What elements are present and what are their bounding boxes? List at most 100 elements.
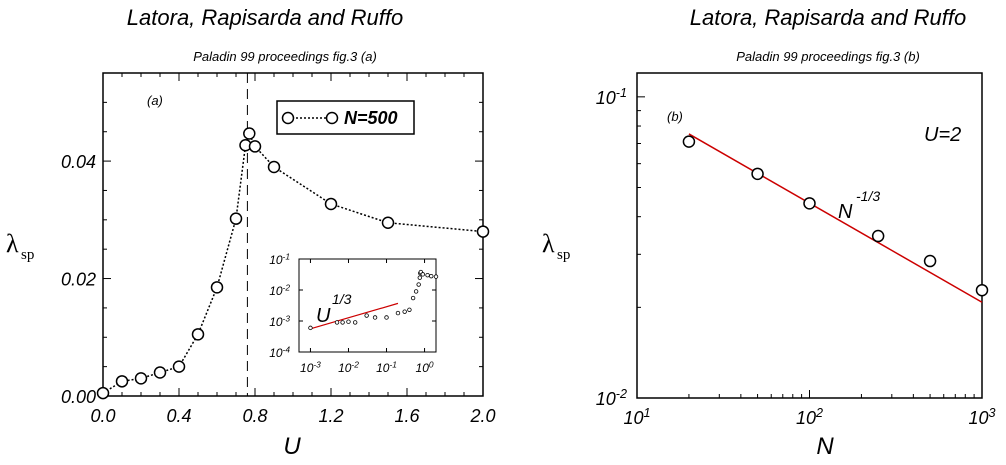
inset-x-tick-labels: 10-3 10-2 10-1 100 [300,359,434,375]
data-point [229,212,243,225]
data-point [324,197,338,211]
chart-b-frame [636,72,983,399]
data-point [134,372,148,385]
b-y-tick-label-exp: -2 [616,387,627,401]
inset-y-tick-label-exp: -2 [283,282,291,292]
inset-y-tick-labels: 10-110-210-310-4 [269,251,290,360]
data-point [871,229,885,243]
x-tick-label: 1.2 [318,406,343,426]
chart-b-xlabel: N [816,433,834,460]
right-subtitle: Paladin 99 proceedings fig.3 (b) [736,49,920,64]
inset-fit-line [310,302,399,330]
inset-ticks [299,258,436,353]
left-title: Latora, Rapisarda and Ruffo [127,5,403,30]
b-x-tick-label: 101 [623,406,650,428]
inset-x-tick-label-base: 10 [338,361,352,375]
inset-point [407,307,412,312]
b-x-tick-label-base: 10 [968,408,988,428]
inset-y-tick-label-base: 10 [269,346,283,360]
chart-a-y-tick-labels: 0.00 0.02 0.04 [61,152,96,407]
legend-marker-left [281,111,295,125]
inset-x-tick-label-exp: -1 [389,359,396,369]
x-tick-label: 0.0 [90,406,115,426]
inset-y-tick-label-base: 10 [269,315,283,329]
inset-y-tick-label-exp: -3 [283,313,291,323]
inset-point [413,289,419,294]
inset-point [346,319,351,324]
data-point [115,375,129,388]
chart-b-points [682,135,989,297]
x-tick-label: 0.8 [242,406,267,426]
inset-point [410,295,416,301]
inset-point [334,320,340,325]
data-point [682,135,696,148]
y-tick-label: 0.04 [61,152,96,172]
inset-point [416,282,421,287]
chart-a-ylabel-sub: sp [21,247,34,263]
chart-b-annotation: U=2 [924,124,961,146]
b-x-tick-label: 103 [968,406,995,428]
inset-y-tick-label-exp: -1 [283,251,290,261]
inset-point [402,309,407,314]
b-y-tick-label-base: 10 [596,88,616,108]
x-tick-label: 2.0 [469,406,495,426]
inset-y-tick-label: 10-1 [269,251,290,267]
left-subtitle: Paladin 99 proceedings fig.3 (a) [193,49,377,64]
chart-a-xlabel: U [283,433,301,460]
data-point [243,127,256,140]
b-x-tick-label-exp: 1 [644,406,651,420]
inset-x-tick-label-exp: -3 [313,359,321,369]
b-x-tick-label-exp: 3 [989,406,996,420]
inset-point [429,273,434,279]
inset-y-tick-label-base: 10 [269,253,283,267]
inset-point [420,272,426,277]
chart-b-ticks [636,96,983,399]
inset-y-tick-label-base: 10 [269,284,283,298]
data-point [191,328,205,341]
data-point [381,216,395,230]
inset-points [308,269,439,331]
inset-point [395,310,401,316]
chart-a: (a) N=500 0.0 0.4 0.8 1.2 1.6 2.0 0.000.020.0… [6,72,496,460]
chart-b-ylabel: λ sp [542,229,570,263]
inset-point [340,320,345,325]
inset-x-tick-label-exp: -2 [351,359,359,369]
b-x-tick-label-base: 10 [623,408,643,428]
b-y-tick-label: 10-1 [596,86,627,108]
chart-a-ylabel: λ sp [6,229,34,263]
inset-point [372,315,378,320]
legend-label: N=500 [344,108,398,128]
data-point [751,167,764,181]
chart-b-fit-line [688,133,983,303]
data-point [975,283,989,297]
x-tick-label: 1.6 [394,406,420,426]
inset-x-tick-label: 10-1 [376,359,397,375]
chart-b-fit-label-base: N [838,201,853,223]
b-x-tick-label: 102 [796,406,823,428]
y-tick-label: 0.02 [61,270,96,290]
data-point [248,140,262,153]
data-point [172,360,186,373]
inset-point [425,273,430,278]
b-x-tick-label-exp: 2 [815,406,823,420]
inset-x-tick-label: 10-3 [300,359,321,375]
inset-point [352,320,358,325]
b-y-tick-label: 10-2 [596,387,627,409]
inset-point [384,315,389,320]
inset-point [364,313,369,318]
inset-x-tick-label: 10-2 [338,359,359,375]
inset-x-tick-label-base: 10 [376,361,390,375]
data-point [210,281,224,294]
chart-a-x-tick-labels: 0.0 0.4 0.8 1.2 1.6 2.0 [90,406,495,426]
data-point [96,386,110,400]
inset-annotation-exp: 1/3 [332,291,352,307]
chart-b-ylabel-sub: sp [557,247,570,263]
legend-marker-right [325,111,339,125]
inset-annotation-base: U [316,305,331,327]
chart-b-fit-label-exp: -1/3 [856,188,880,204]
b-y-tick-label-base: 10 [596,389,616,409]
inset-x-tick-label-base: 10 [416,361,430,375]
inset-y-tick-label: 10-4 [269,344,290,360]
chart-b-ylabel-symbol: λ [542,229,555,258]
